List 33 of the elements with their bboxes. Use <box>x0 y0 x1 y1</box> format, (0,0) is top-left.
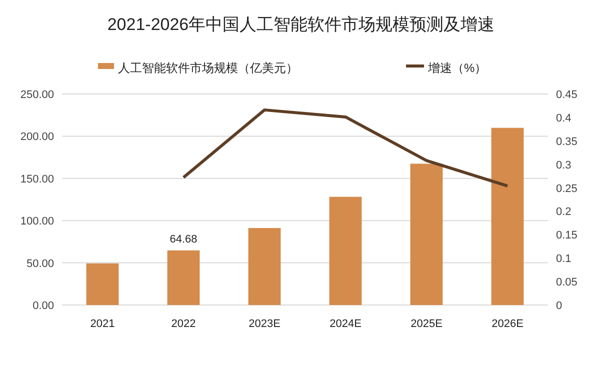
data-label: 64.68 <box>170 233 198 246</box>
y2-tick-label: 0.45 <box>556 89 578 101</box>
x-tick-label: 2026E <box>492 318 524 330</box>
chart-title: 2021-2026年中国人工智能软件市场规模预测及增速 <box>107 15 495 34</box>
bar <box>410 164 443 305</box>
y2-tick-label: 0.2 <box>556 206 572 218</box>
y2-tick-label: 0.35 <box>556 136 578 148</box>
bar <box>329 196 362 305</box>
bar <box>167 250 200 305</box>
y-tick-label: 100.00 <box>20 216 54 228</box>
bar <box>491 128 524 305</box>
y2-tick-label: 0.15 <box>556 230 578 242</box>
x-tick-label: 2021 <box>90 318 115 330</box>
x-tick-label: 2023E <box>248 318 280 330</box>
y2-tick-label: 0.1 <box>556 253 572 266</box>
legend-label: 增速（%） <box>427 61 487 75</box>
bar <box>86 263 119 305</box>
y2-tick-label: 0.3 <box>556 159 572 172</box>
y2-tick-label: 0.05 <box>556 276 578 289</box>
bar <box>248 228 281 305</box>
y2-tick-label: 0 <box>556 300 562 312</box>
y-tick-label: 150.00 <box>20 173 54 186</box>
y-tick-label: 0.00 <box>32 300 54 312</box>
y-tick-label: 200.00 <box>20 131 54 144</box>
y-tick-label: 250.00 <box>20 89 54 101</box>
x-tick-label: 2024E <box>330 318 362 330</box>
y2-tick-label: 0.25 <box>556 182 578 195</box>
y2-tick-label: 0.4 <box>556 112 572 124</box>
x-tick-label: 2022 <box>171 318 196 330</box>
y-tick-label: 50.00 <box>26 258 54 270</box>
legend-label: 人工智能软件市场规模（亿美元） <box>118 61 298 75</box>
x-tick-label: 2025E <box>410 318 442 330</box>
line-series <box>182 108 509 188</box>
